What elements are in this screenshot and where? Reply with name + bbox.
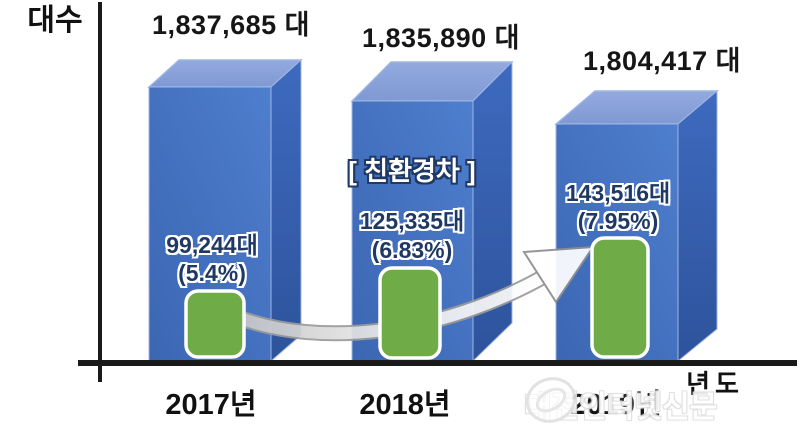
watermark: 대전인터넷신문 xyxy=(522,372,717,426)
total-label-2019: 1,804,417 대 xyxy=(583,46,741,76)
y-axis-line xyxy=(98,2,102,382)
x-tick-2019: 2019년 xyxy=(570,389,662,421)
x-axis-line xyxy=(78,360,797,366)
bar-2017 xyxy=(147,58,303,363)
x-axis-title: 년도 xyxy=(686,369,744,399)
x-tick-2018: 2018년 xyxy=(359,389,451,421)
trend-arrow-head xyxy=(522,245,595,304)
total-label-2018: 1,835,890 대 xyxy=(362,23,520,53)
eco-count-2019: 143,516대 xyxy=(565,180,671,206)
bar-2018 xyxy=(350,60,514,363)
total-label-2017: 1,837,685 대 xyxy=(152,10,310,40)
y-axis-title: 대수 xyxy=(27,4,83,37)
bar-2017-side-face xyxy=(270,58,302,363)
eco-count-2018: 125,335대 xyxy=(359,208,465,234)
eco-percent-2019: (7.95%) xyxy=(577,208,659,234)
bar-2019-side-face xyxy=(677,89,718,363)
watermark-logo-icon xyxy=(525,377,577,423)
x-tick-2017: 2017년 xyxy=(165,389,257,421)
eco-bar-2019 xyxy=(590,236,650,359)
bar-2018-side-face xyxy=(472,60,513,363)
eco-series-annotation: [ 친환경차 ] xyxy=(348,156,476,186)
eco-bar-2018 xyxy=(378,266,442,360)
eco-bar-2017 xyxy=(184,289,246,359)
eco-percent-2018: (6.83%) xyxy=(371,237,453,263)
eco-count-2017: 99,244대 xyxy=(166,232,258,258)
eco-percent-2017: (5.4%) xyxy=(178,260,246,286)
